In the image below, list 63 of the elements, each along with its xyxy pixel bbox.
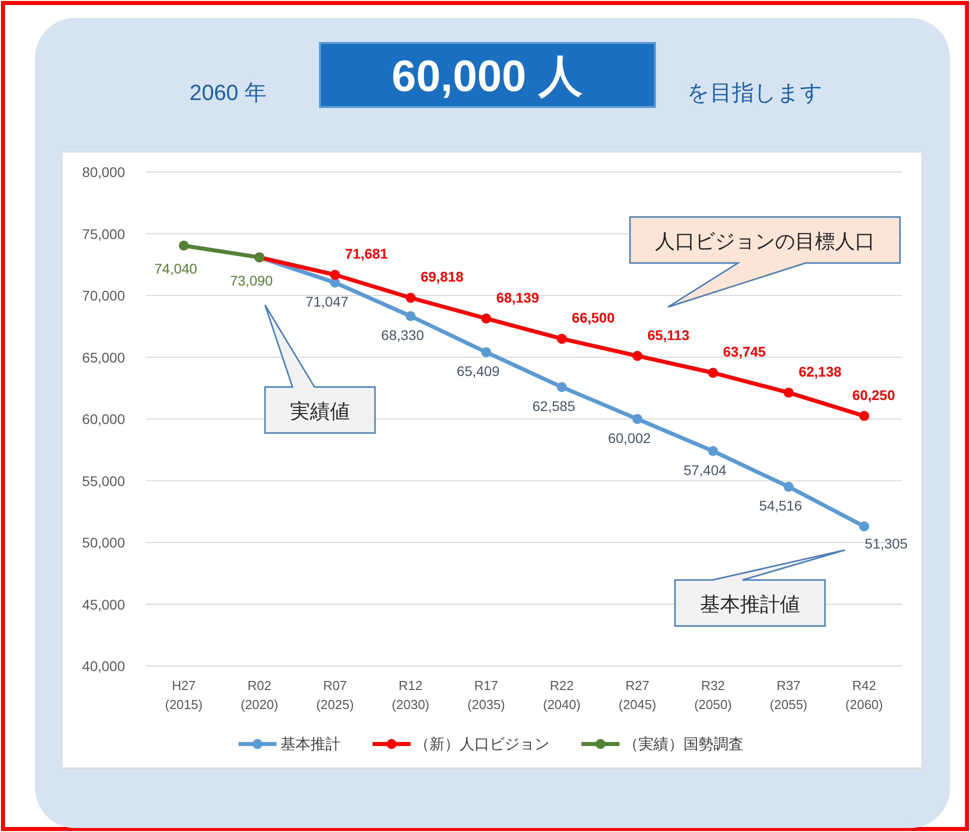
data-label: 60,250 xyxy=(852,386,896,403)
chart-title: 60,000 人 xyxy=(392,52,582,101)
text: を目指します xyxy=(687,80,823,105)
y-tick-label: 80,000 xyxy=(82,164,126,180)
data-label: 71,681 xyxy=(345,246,388,262)
data-label: 54,516 xyxy=(759,498,802,514)
point xyxy=(178,240,189,251)
point xyxy=(859,521,870,532)
data-label: 73,090 xyxy=(230,272,274,288)
data-label: 62,585 xyxy=(532,398,576,414)
data-label: 66,500 xyxy=(572,310,615,326)
callout: 基本推計値 xyxy=(674,549,846,627)
x-tick-label: R27 (2045) xyxy=(618,678,656,712)
annotation: 人口ビジョンの目標人口 xyxy=(655,231,875,253)
data-label: 65,113 xyxy=(647,326,690,343)
x-tick-label: R07 (2025) xyxy=(316,678,354,712)
point xyxy=(481,347,492,358)
y-tick-label: 40,000 xyxy=(82,658,126,674)
y-tick-label: 50,000 xyxy=(82,534,126,550)
x-tick-label: R02 (2020) xyxy=(240,678,278,712)
point xyxy=(632,414,642,424)
data-label: 69,818 xyxy=(420,268,464,285)
point xyxy=(708,368,718,378)
annotation: 基本推計値 xyxy=(700,594,800,616)
x-tick-label: R17 (2035) xyxy=(467,678,505,712)
data-label: 57,404 xyxy=(684,462,727,478)
point xyxy=(556,382,567,392)
point xyxy=(859,410,870,421)
text: 2060 年 xyxy=(189,80,267,105)
y-tick-label: 45,000 xyxy=(82,596,126,612)
data-label: 62,138 xyxy=(798,364,842,380)
x-tick-label: H27 (2015) xyxy=(165,678,203,712)
point xyxy=(330,270,340,280)
x-tick-label: R42 (2060) xyxy=(845,678,883,712)
y-tick-label: 55,000 xyxy=(82,472,126,489)
point xyxy=(784,388,794,398)
point xyxy=(481,313,492,324)
point xyxy=(632,350,642,361)
data-label: 74,040 xyxy=(154,260,198,277)
x-tick-label: R37 (2055) xyxy=(770,678,808,712)
data-label: 65,409 xyxy=(456,363,500,380)
y-tick-label: 60,000 xyxy=(82,411,126,427)
point xyxy=(406,292,416,303)
point xyxy=(406,311,416,322)
y-tick-label: 75,000 xyxy=(82,226,126,242)
point xyxy=(784,482,794,492)
callout: 人口ビジョンの目標人口 xyxy=(629,216,901,308)
point xyxy=(556,334,567,344)
legend-label: 基本推計 xyxy=(280,736,340,753)
y-tick-label: 70,000 xyxy=(82,288,126,304)
annotation: 実績値 xyxy=(290,400,350,423)
x-tick-label: R12 (2030) xyxy=(392,678,430,712)
legend-label: （新）人口ビジョン xyxy=(414,736,550,753)
legend-label: （実績）国勢調査 xyxy=(624,736,744,753)
data-label: 51,305 xyxy=(864,535,908,552)
data-label: 68,139 xyxy=(496,289,540,306)
y-tick-label: 65,000 xyxy=(82,349,126,366)
x-tick-label: R22 (2040) xyxy=(543,678,581,712)
x-tick-label: R32 (2050) xyxy=(694,678,732,712)
data-label: 63,745 xyxy=(723,344,766,360)
data-label: 60,002 xyxy=(608,430,652,446)
point xyxy=(708,446,718,456)
data-label: 68,330 xyxy=(381,327,424,344)
